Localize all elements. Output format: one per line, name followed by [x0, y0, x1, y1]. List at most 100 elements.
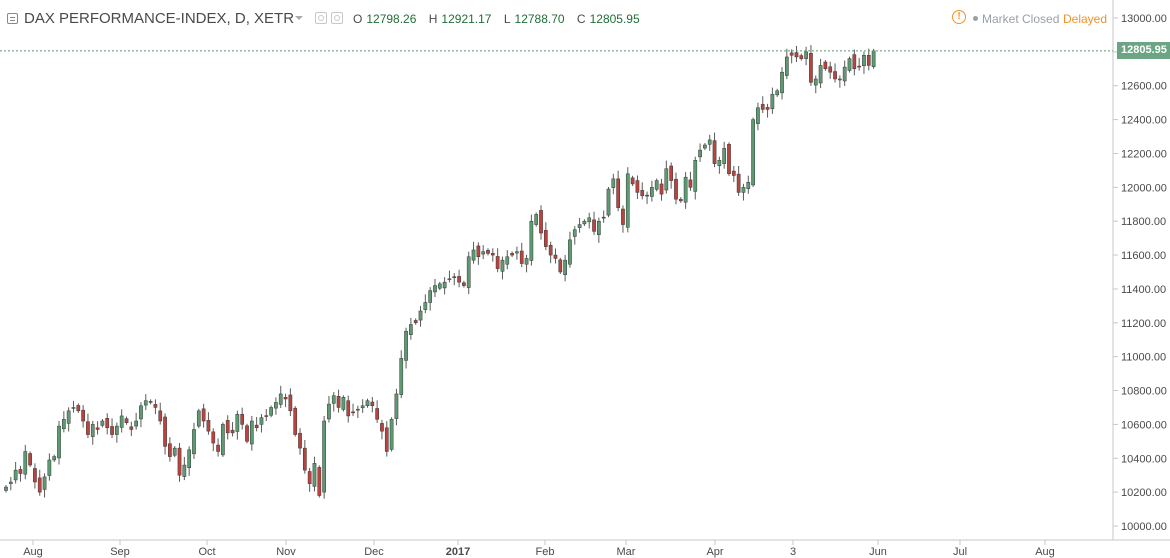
candle-down[interactable] [380, 423, 384, 432]
candle-up[interactable] [471, 249, 476, 261]
candle-up[interactable] [119, 415, 124, 428]
candle-down[interactable] [548, 244, 553, 256]
candle-up[interactable] [143, 400, 148, 406]
candle-down[interactable] [225, 420, 230, 434]
candle-up[interactable] [606, 188, 611, 216]
candle-down[interactable] [510, 253, 514, 256]
candle-down[interactable] [168, 443, 172, 457]
candle-down[interactable] [298, 432, 302, 449]
candle-up[interactable] [399, 358, 404, 395]
candle-up[interactable] [698, 149, 702, 158]
candle-down[interactable] [254, 424, 259, 429]
candle-up[interactable] [259, 417, 264, 425]
candle-down[interactable] [28, 453, 32, 466]
candle-up[interactable] [524, 258, 529, 265]
candle-down[interactable] [370, 401, 375, 407]
candle-down[interactable] [264, 415, 269, 417]
candle-up[interactable] [61, 419, 66, 430]
candle-up[interactable] [871, 50, 876, 68]
candle-up[interactable] [756, 107, 760, 124]
candle-up[interactable] [90, 424, 95, 437]
candle-up[interactable] [360, 405, 365, 409]
candle-down[interactable] [336, 396, 341, 408]
candle-down[interactable] [293, 407, 298, 435]
candle-up[interactable] [187, 449, 192, 468]
symbol-title[interactable]: DAX PERFORMANCE-INDEX, D, XETR [24, 10, 295, 27]
candle-down[interactable] [153, 404, 158, 408]
candle-down[interactable] [230, 429, 235, 434]
candle-up[interactable] [500, 259, 505, 272]
candle-down[interactable] [346, 400, 351, 417]
candle-up[interactable] [813, 78, 818, 86]
candle-up[interactable] [100, 420, 105, 426]
candle-down[interactable] [283, 397, 288, 400]
candle-down[interactable] [659, 183, 664, 195]
chevron-down-icon[interactable] [295, 16, 303, 20]
candle-up[interactable] [274, 402, 278, 409]
candle-up[interactable] [423, 302, 428, 310]
candle-down[interactable] [462, 282, 466, 286]
candle-down[interactable] [81, 409, 85, 422]
candle-up[interactable] [568, 239, 572, 265]
candle-up[interactable] [746, 182, 751, 189]
candle-down[interactable] [553, 254, 558, 259]
candle-up[interactable] [394, 393, 399, 419]
candle-down[interactable] [375, 408, 379, 420]
candle-up[interactable] [515, 251, 519, 254]
candle-up[interactable] [804, 51, 808, 59]
candle-down[interactable] [95, 427, 100, 430]
candle-up[interactable] [582, 220, 587, 225]
candle-down[interactable] [452, 276, 457, 278]
candle-up[interactable] [433, 285, 437, 293]
candle-down[interactable] [495, 256, 500, 269]
candle-up[interactable] [327, 403, 331, 420]
candle-down[interactable] [413, 320, 418, 324]
candle-up[interactable] [466, 256, 471, 288]
candle-down[interactable] [486, 250, 490, 254]
candle-down[interactable] [674, 178, 678, 200]
candle-up[interactable] [312, 463, 317, 487]
candle-down[interactable] [86, 421, 90, 435]
candle-up[interactable] [481, 251, 486, 255]
candle-up[interactable] [235, 413, 240, 432]
warning-icon[interactable]: ! [952, 10, 966, 24]
candle-down[interactable] [727, 144, 731, 175]
price-axis[interactable]: 10000.00 10200.00 10400.00 10600.00 10800.00… [1113, 13, 1167, 533]
candle-up[interactable] [572, 229, 577, 237]
candle-down[interactable] [351, 411, 355, 414]
candle-up[interactable] [770, 93, 775, 110]
candle-down[interactable] [216, 444, 220, 452]
candle-up[interactable] [4, 486, 8, 491]
candle-down[interactable] [789, 52, 794, 56]
candle-up[interactable] [563, 259, 567, 275]
candle-down[interactable] [736, 173, 741, 193]
candle-up[interactable] [172, 447, 177, 456]
candle-down[interactable] [828, 66, 833, 73]
candle-up[interactable] [341, 397, 346, 410]
candle-down[interactable] [866, 55, 871, 66]
candle-up[interactable] [862, 55, 866, 67]
candle-down[interactable] [245, 425, 249, 442]
candle-up[interactable] [780, 71, 784, 94]
candle-down[interactable] [457, 276, 461, 283]
candle-up[interactable] [534, 214, 539, 225]
candle-down[interactable] [201, 408, 206, 422]
candle-down[interactable] [794, 52, 799, 58]
candle-down[interactable] [669, 165, 674, 181]
candle-up[interactable] [23, 451, 28, 475]
candle-down[interactable] [799, 55, 804, 59]
candle-down[interactable] [635, 180, 640, 193]
candle-down[interactable] [833, 71, 837, 80]
candle-up[interactable] [529, 220, 534, 261]
candle-down[interactable] [240, 413, 245, 425]
candle-up[interactable] [838, 78, 842, 81]
candle-up[interactable] [587, 217, 592, 223]
candle-down[interactable] [384, 427, 389, 452]
candle-up[interactable] [192, 429, 196, 455]
candle-up[interactable] [278, 393, 283, 405]
candle-down[interactable] [630, 177, 635, 185]
candle-down[interactable] [124, 418, 129, 423]
candle-up[interactable] [134, 420, 138, 427]
candle-up[interactable] [437, 283, 442, 289]
candle-down[interactable] [645, 194, 649, 197]
